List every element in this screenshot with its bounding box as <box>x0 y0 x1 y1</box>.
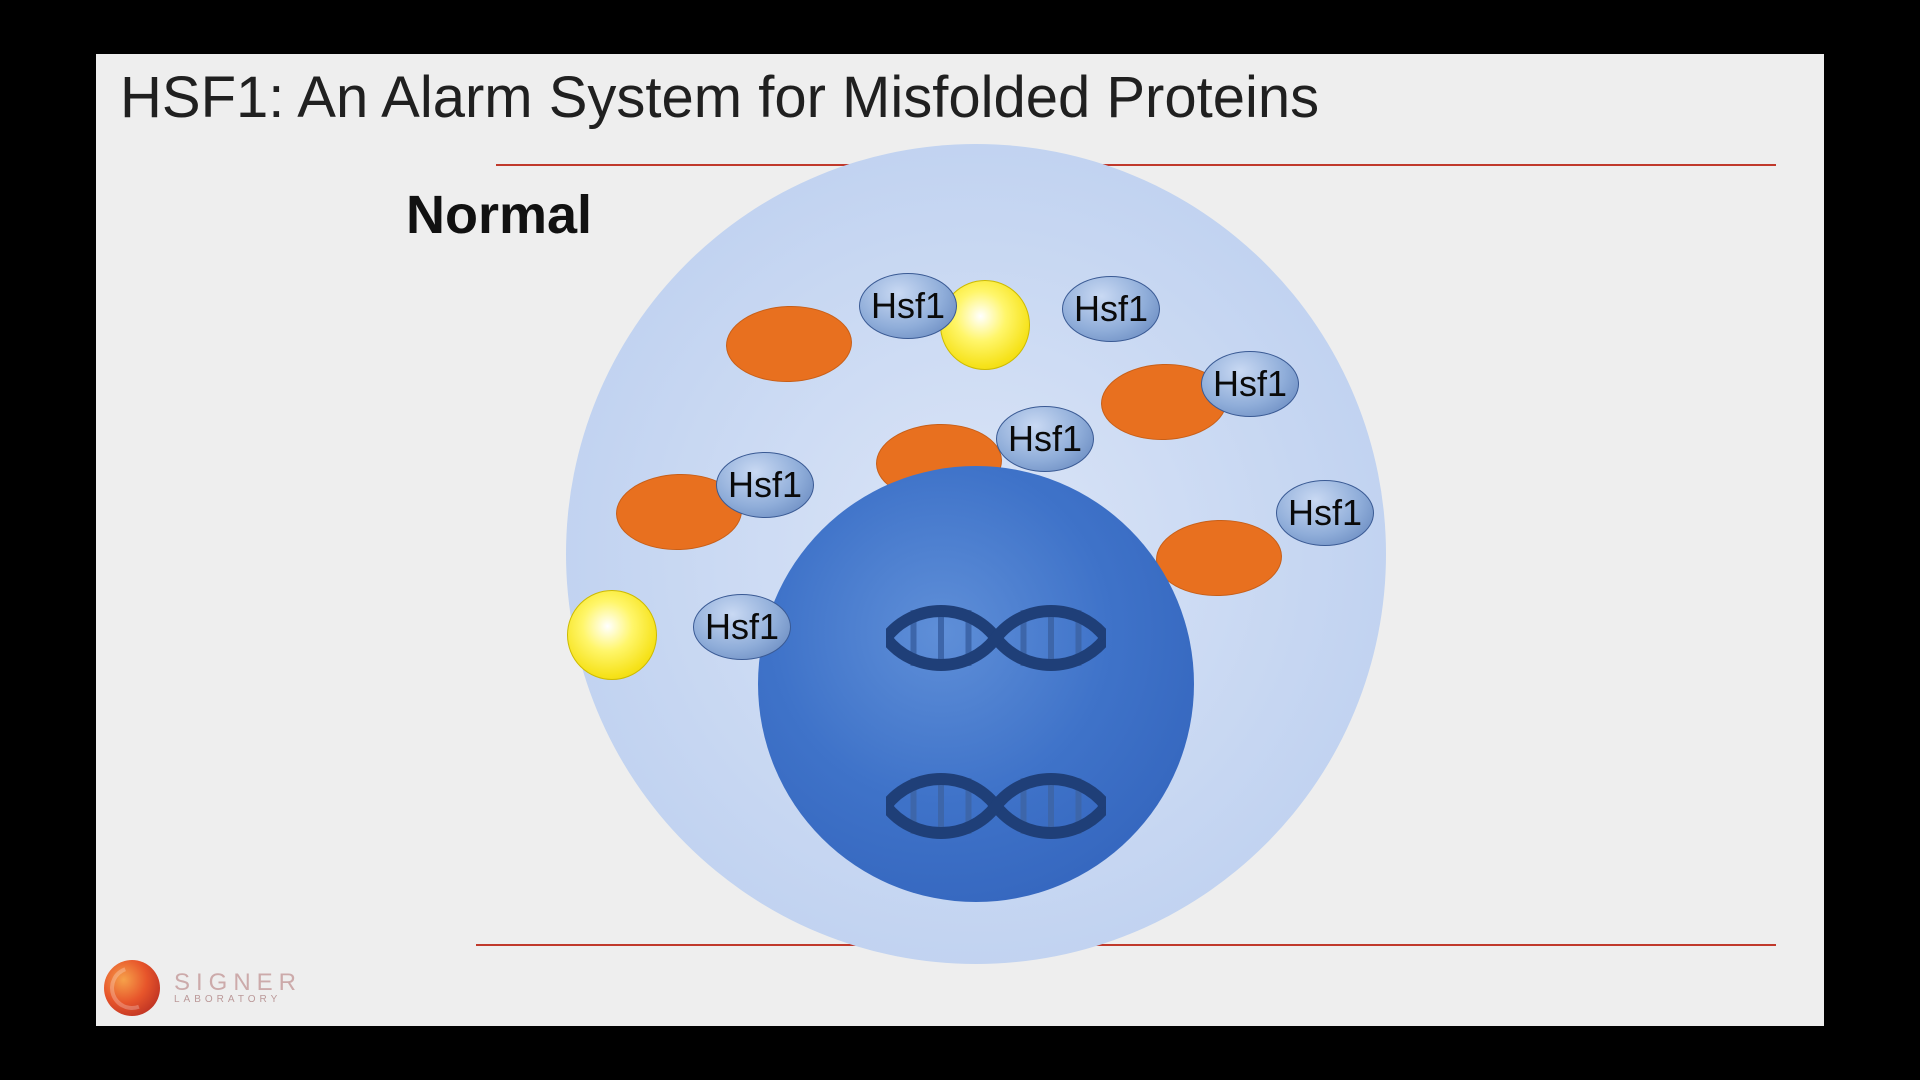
dna-helix-icon <box>886 602 1106 679</box>
misfolded-protein-icon <box>567 590 657 680</box>
lab-logo-name: SIGNER <box>174 971 302 995</box>
rule-bottom <box>476 944 1776 946</box>
hsf1-node: Hsf1 <box>1062 276 1160 342</box>
hsf1-node: Hsf1 <box>859 273 957 339</box>
page-title: HSF1: An Alarm System for Misfolded Prot… <box>120 64 1319 131</box>
hsf1-node: Hsf1 <box>996 406 1094 472</box>
lab-logo-sub: LABORATORY <box>174 995 302 1005</box>
nucleus <box>758 466 1194 902</box>
lab-logo-icon <box>104 960 160 1016</box>
hsf1-node: Hsf1 <box>716 452 814 518</box>
hsf1-node: Hsf1 <box>693 594 791 660</box>
hsf1-node: Hsf1 <box>1276 480 1374 546</box>
lab-logo: SIGNER LABORATORY <box>104 960 302 1016</box>
slide: HSF1: An Alarm System for Misfolded Prot… <box>96 54 1824 1026</box>
state-label: Normal <box>406 184 592 246</box>
dna-helix-icon <box>886 770 1106 847</box>
rule-top <box>496 164 1776 166</box>
hsf1-node: Hsf1 <box>1201 351 1299 417</box>
